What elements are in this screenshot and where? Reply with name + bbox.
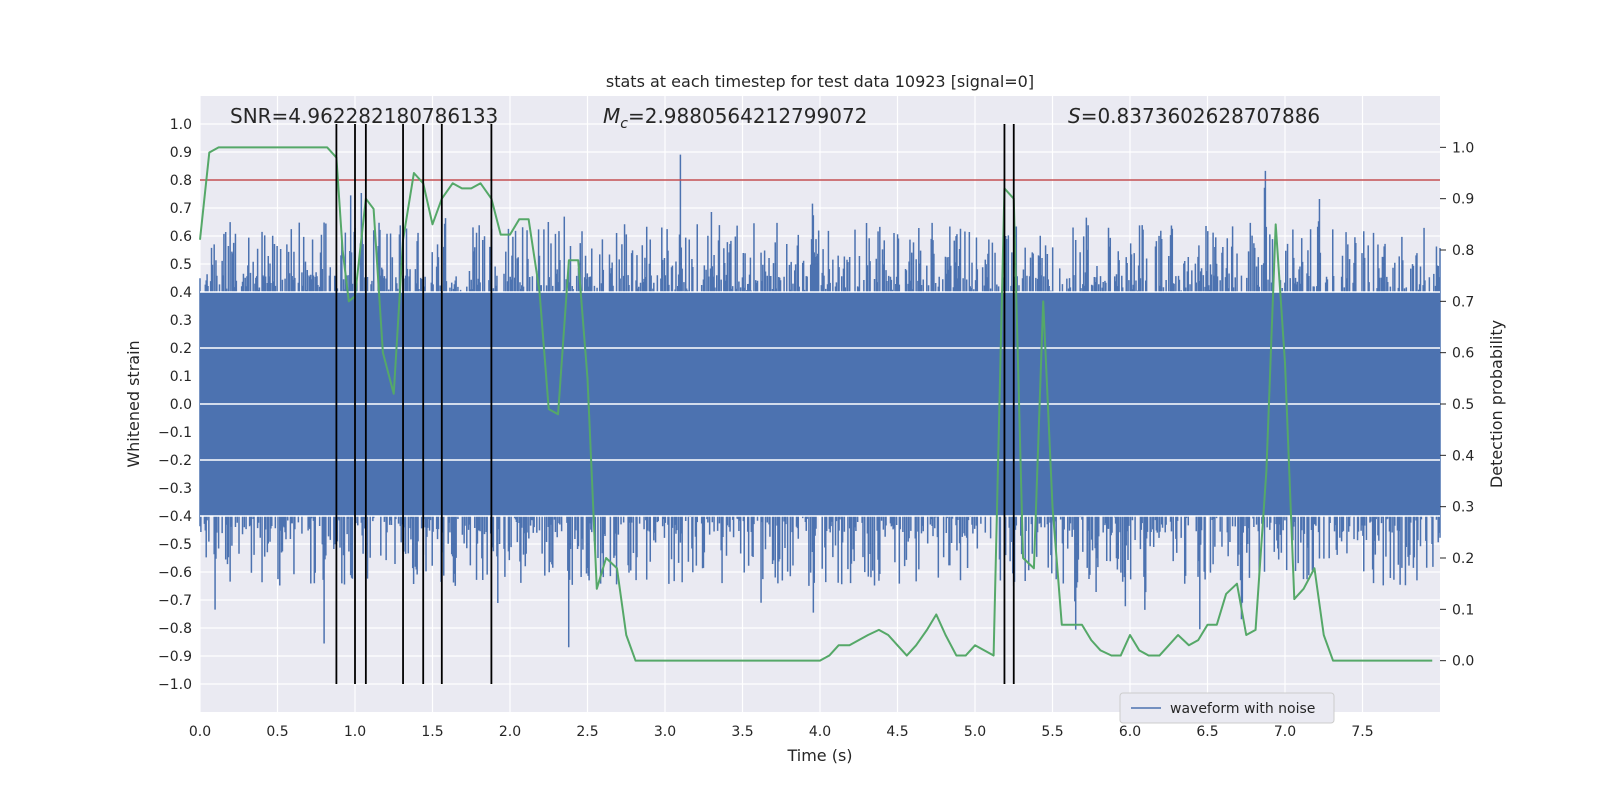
y-tick-label: −0.2 — [158, 453, 192, 469]
y-tick-label: −0.8 — [158, 621, 192, 637]
x-tick-label: 2.0 — [499, 724, 521, 740]
vertical-markers — [335, 124, 1015, 684]
y-right-tick-label: 0.7 — [1452, 294, 1474, 310]
y-right-tick-label: 0.1 — [1452, 602, 1474, 618]
chirp-mass-value: =2.9880564212799072 — [628, 104, 867, 128]
legend: waveform with noise — [1119, 692, 1335, 724]
y-right-tick-label: 0.3 — [1452, 500, 1474, 516]
x-tick-label: 4.0 — [809, 724, 831, 740]
chirp-mass-subscript: c — [620, 116, 628, 132]
y-tick-label: 0.1 — [170, 369, 192, 385]
s-annotation: S=0.8373602628707886 — [1068, 104, 1320, 128]
y-tick-label: −0.5 — [158, 537, 192, 553]
x-tick-label: 7.0 — [1274, 724, 1296, 740]
chart-title: stats at each timestep for test data 109… — [606, 72, 1034, 91]
detection-probability-series — [199, 146, 1433, 662]
x-axis-ticks: 0.0 0.5 1.0 1.5 2.0 2.5 3.0 3.5 4.0 4.5 5.0 5.5 6.0 6… — [189, 724, 1374, 740]
x-axis-label: Time (s) — [786, 746, 852, 765]
y-right-tick-label: 0.9 — [1452, 192, 1474, 208]
legend-label: waveform with noise — [1170, 701, 1315, 717]
y-right-tick-label: 0.5 — [1452, 397, 1474, 413]
s-symbol: S — [1068, 104, 1081, 128]
y-right-axis-label: Detection probability — [1487, 320, 1506, 488]
y-tick-label: −0.6 — [158, 565, 192, 581]
x-tick-label: 4.5 — [886, 724, 908, 740]
y-tick-label: 0.0 — [170, 397, 192, 413]
snr-annotation: SNR=4.962282180786133 — [230, 104, 498, 128]
y-tick-label: −1.0 — [158, 677, 192, 693]
x-tick-label: 5.5 — [1041, 724, 1063, 740]
x-tick-label: 6.0 — [1119, 724, 1141, 740]
x-tick-label: 1.5 — [421, 724, 443, 740]
y-tick-label: 0.7 — [170, 201, 192, 217]
y-axis-ticks: −1.0 −0.9 −0.8 −0.7 −0.6 −0.5 −0.4 −0.3 −0.2 −0.1… — [158, 117, 192, 693]
y-tick-label: 0.9 — [170, 145, 192, 161]
y-tick-label: 0.6 — [170, 229, 192, 245]
y-right-tick-label: 0.6 — [1452, 346, 1474, 362]
y-tick-label: 0.8 — [170, 173, 192, 189]
y-right-tick-label: 0.4 — [1452, 448, 1474, 464]
y-tick-label: −0.9 — [158, 649, 192, 665]
x-tick-label: 1.0 — [344, 724, 366, 740]
x-tick-label: 3.0 — [654, 724, 676, 740]
y-right-tick-label: 0.0 — [1452, 654, 1474, 670]
y-right-axis-ticks: 0.0 0.1 0.2 0.3 0.4 0.5 0.6 0.7 0.8 0.9 1.0 — [1440, 140, 1474, 670]
y-tick-label: 0.4 — [170, 285, 192, 301]
chirp-mass-annotation: Mc=2.9880564212799072 — [603, 104, 867, 132]
x-tick-label: 7.5 — [1351, 724, 1373, 740]
chirp-mass-symbol: M — [603, 104, 620, 128]
x-tick-label: 0.0 — [189, 724, 211, 740]
y-tick-label: 0.2 — [170, 341, 192, 357]
y-tick-label: −0.7 — [158, 593, 192, 609]
x-tick-label: 3.5 — [731, 724, 753, 740]
y-right-tick-label: 0.8 — [1452, 243, 1474, 259]
s-value: =0.8373602628707886 — [1081, 104, 1320, 128]
x-tick-label: 2.5 — [576, 724, 598, 740]
y-right-tick-label: 1.0 — [1452, 140, 1474, 156]
detection-probability-line — [199, 146, 1433, 662]
y-tick-label: 0.5 — [170, 257, 192, 273]
y-tick-label: −0.3 — [158, 481, 192, 497]
legend-box — [1119, 692, 1335, 724]
y-axis-label: Whitened strain — [124, 340, 143, 467]
x-tick-label: 0.5 — [266, 724, 288, 740]
x-tick-label: 6.5 — [1196, 724, 1218, 740]
y-tick-label: −0.4 — [158, 509, 192, 525]
y-tick-label: −0.1 — [158, 425, 192, 441]
y-tick-label: 1.0 — [170, 117, 192, 133]
x-tick-label: 5.0 — [964, 724, 986, 740]
y-right-tick-label: 0.2 — [1452, 551, 1474, 567]
y-tick-label: 0.3 — [170, 313, 192, 329]
waveform-series — [199, 154, 1441, 648]
